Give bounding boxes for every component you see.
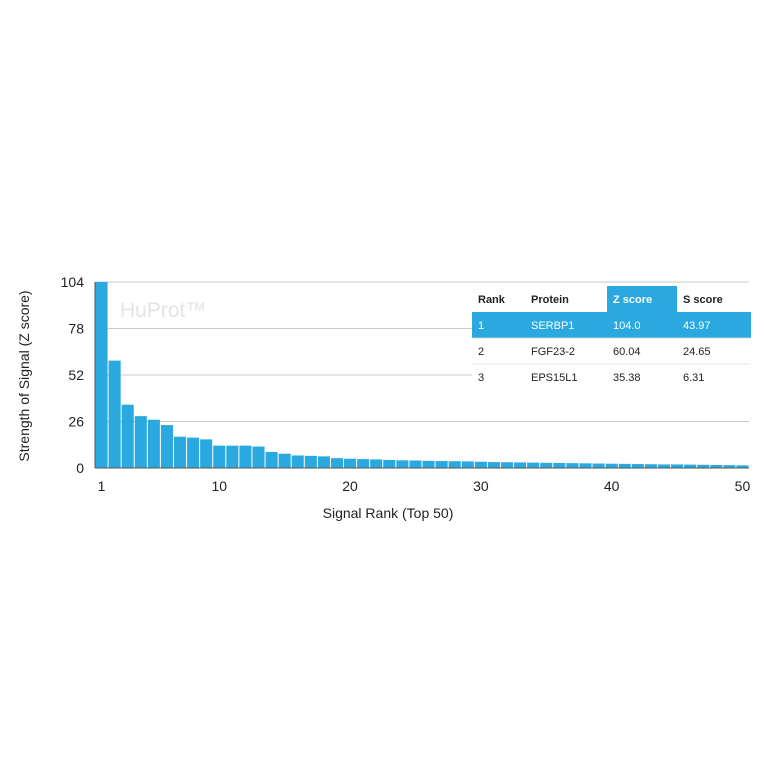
bar-rank-13 <box>252 446 265 468</box>
table-cell: 2 <box>478 346 484 358</box>
table-cell: 35.38 <box>613 372 641 384</box>
bar-rank-36 <box>553 462 566 468</box>
bar-rank-6 <box>160 425 173 468</box>
bar-rank-46 <box>684 464 697 468</box>
bar-rank-20 <box>344 458 357 468</box>
bar-rank-7 <box>173 436 187 468</box>
bar-rank-3 <box>121 404 134 468</box>
table-header-rank: Rank <box>478 294 506 306</box>
bar-rank-43 <box>644 464 657 468</box>
table-cell: 104.0 <box>613 320 641 332</box>
table-header-s-score: S score <box>683 294 723 306</box>
table-cell: 24.65 <box>683 346 711 358</box>
x-axis-title: Signal Rank (Top 50) <box>323 505 454 521</box>
bar-rank-4 <box>134 416 147 468</box>
table-row-highlight <box>472 312 751 338</box>
bar-rank-35 <box>540 462 553 468</box>
y-tick-label: 0 <box>76 460 84 476</box>
table-cell: EPS15L1 <box>531 372 577 384</box>
bar-rank-34 <box>527 462 540 468</box>
huprot-watermark: HuProt™ <box>120 299 206 322</box>
bar-rank-2 <box>108 360 121 468</box>
bar-rank-44 <box>657 464 671 468</box>
bar-rank-26 <box>422 460 435 468</box>
bar-rank-24 <box>396 460 409 468</box>
bar-rank-19 <box>330 458 344 468</box>
bar-rank-10 <box>213 445 226 468</box>
bar-rank-8 <box>187 437 200 468</box>
bar-rank-11 <box>226 445 239 468</box>
z-score-header-highlight <box>607 286 677 312</box>
bar-rank-17 <box>304 455 317 468</box>
bar-rank-14 <box>265 451 278 468</box>
table-cell: 60.04 <box>613 346 641 358</box>
x-tick-label: 40 <box>604 478 620 494</box>
bar-rank-29 <box>461 461 474 468</box>
y-tick-label: 104 <box>61 274 85 290</box>
bar-rank-45 <box>671 464 684 468</box>
bar-rank-32 <box>500 462 514 468</box>
bar-rank-33 <box>514 462 527 468</box>
bar-rank-48 <box>710 464 723 468</box>
bar-rank-38 <box>579 463 592 468</box>
x-tick-label: 50 <box>735 478 751 494</box>
bar-rank-27 <box>435 461 448 468</box>
x-tick-label: 20 <box>342 478 358 494</box>
bar-rank-28 <box>448 461 461 468</box>
bars <box>95 282 749 468</box>
table-header-protein: Protein <box>531 294 569 306</box>
bar-rank-37 <box>566 463 579 468</box>
table-cell: FGF23-2 <box>531 346 575 358</box>
bar-rank-16 <box>291 455 304 468</box>
x-tick-label: 10 <box>211 478 227 494</box>
table-cell: SERBP1 <box>531 320 574 332</box>
table-cell: 3 <box>478 372 484 384</box>
y-axis-title: Strength of Signal (Z score) <box>16 290 32 461</box>
y-tick-label: 52 <box>68 367 84 383</box>
bar-rank-5 <box>147 419 160 468</box>
bar-rank-47 <box>697 464 710 468</box>
y-tick-label: 26 <box>68 414 84 430</box>
bar-rank-39 <box>592 463 605 468</box>
table-cell: 43.97 <box>683 320 711 332</box>
bar-rank-42 <box>631 464 644 468</box>
bar-rank-31 <box>487 462 500 468</box>
bar-rank-21 <box>357 459 370 468</box>
x-tick-label: 30 <box>473 478 489 494</box>
y-tick-label: 78 <box>68 321 84 337</box>
score-table: Rank Protein Z score S score 1 SERBP1 104.0 43.… <box>472 286 751 390</box>
bar-rank-40 <box>605 463 618 468</box>
bar-rank-25 <box>409 460 422 468</box>
bar-rank-1 <box>95 282 108 468</box>
bar-rank-9 <box>200 439 213 468</box>
bar-rank-41 <box>618 463 631 468</box>
bar-rank-15 <box>278 453 291 468</box>
x-tick-labels: 1 10 20 30 40 50 <box>98 478 751 494</box>
table-header-z-score: Z score <box>613 294 652 306</box>
bar-rank-30 <box>474 461 487 468</box>
x-tick-label: 1 <box>98 478 106 494</box>
y-tick-labels: 0 26 52 78 104 <box>61 274 85 476</box>
bar-rank-49 <box>723 465 736 468</box>
bar-rank-18 <box>317 456 330 468</box>
bar-rank-50 <box>736 465 749 468</box>
table-cell: 1 <box>478 320 484 332</box>
table-cell: 6.31 <box>683 372 704 384</box>
bar-rank-12 <box>239 445 252 468</box>
bar-rank-23 <box>383 459 396 468</box>
bar-rank-22 <box>370 459 383 468</box>
